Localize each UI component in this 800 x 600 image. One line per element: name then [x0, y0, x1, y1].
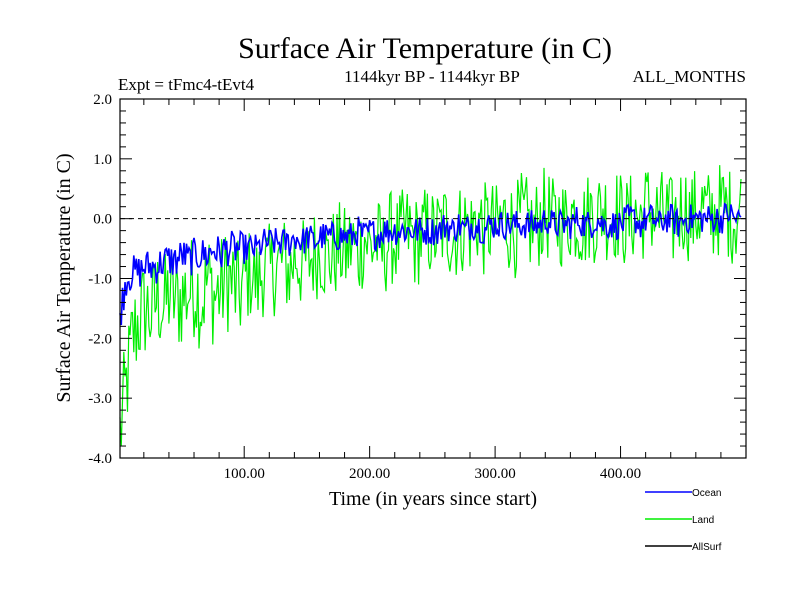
x-axis-label: Time (in years since start) [329, 488, 537, 510]
chart-subtitle-center: 1144kyr BP - 1144kyr BP [344, 67, 520, 86]
series-group [119, 165, 742, 446]
y-tick-label: 1.0 [93, 152, 112, 168]
x-tick-label: 400.00 [600, 466, 641, 482]
y-tick-label: -1.0 [88, 272, 112, 288]
y-axis-label: Surface Air Temperature (in C) [53, 153, 75, 402]
axis-ticks [120, 98, 746, 459]
axis-tick-labels: 100.00 200.00 300.00 400.00 -4.0 -3.0 -2.0 -1.0… [88, 92, 641, 482]
y-tick-label: -3.0 [88, 391, 112, 407]
legend-label-ocean: Ocean [692, 488, 721, 499]
y-tick-label: 2.0 [93, 92, 112, 108]
y-tick-label: 0.0 [93, 212, 112, 228]
chart-title: Surface Air Temperature (in C) [238, 32, 612, 65]
legend-label-allsurf: AllSurf [692, 542, 722, 553]
series-line-ocean [119, 202, 742, 326]
plot-frame [119, 98, 747, 459]
chart-subtitle-left: Expt = tFmc4-tEvt4 [118, 75, 255, 94]
x-tick-label: 300.00 [474, 466, 515, 482]
x-tick-label: 200.00 [349, 466, 390, 482]
y-tick-label: -4.0 [88, 451, 112, 467]
x-tick-label: 100.00 [224, 466, 265, 482]
legend: Ocean Land AllSurf [645, 488, 722, 553]
series-line-land [119, 165, 742, 446]
legend-label-land: Land [692, 515, 714, 526]
y-tick-label: -2.0 [88, 331, 112, 347]
chart-subtitle-right: ALL_MONTHS [633, 67, 746, 86]
